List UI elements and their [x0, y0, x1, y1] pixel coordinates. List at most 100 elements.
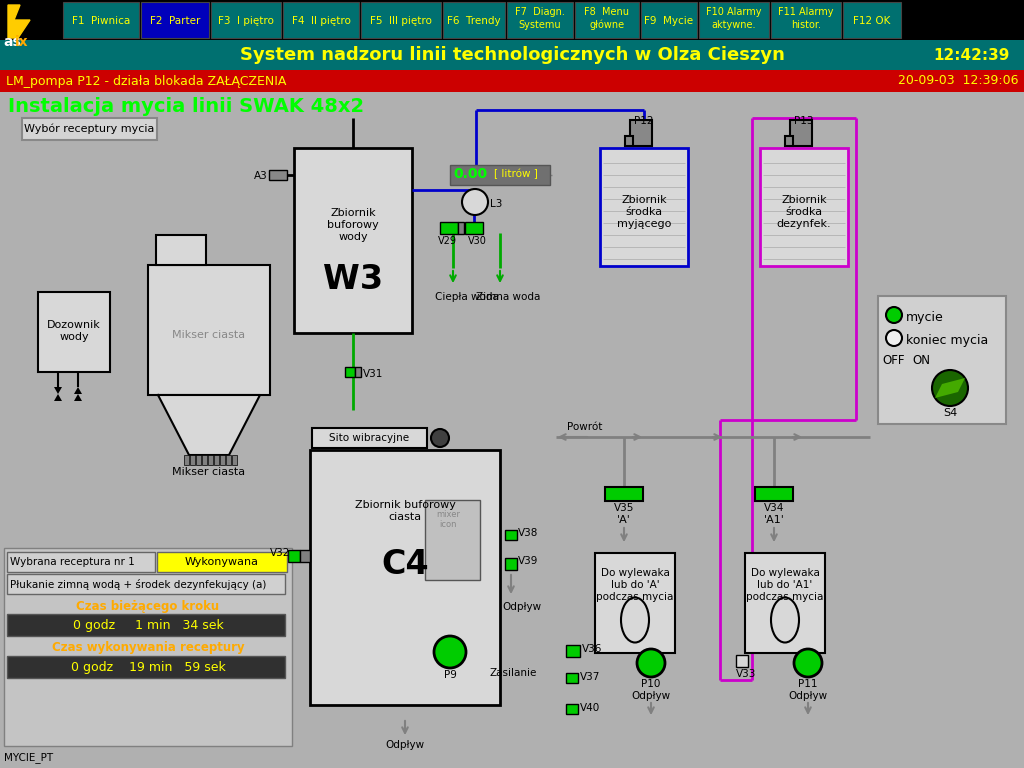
Bar: [294, 148, 412, 333]
Bar: [699, 2, 769, 38]
Text: Wybrana receptura nr 1: Wybrana receptura nr 1: [10, 557, 135, 567]
Text: L3: L3: [490, 199, 503, 209]
Bar: [443, 2, 505, 38]
Text: V31: V31: [362, 369, 383, 379]
Ellipse shape: [621, 598, 649, 643]
Bar: [214, 455, 219, 465]
Polygon shape: [74, 394, 82, 401]
Text: 0 godz    19 min   59 sek: 0 godz 19 min 59 sek: [71, 660, 225, 674]
Text: podczas mycia: podczas mycia: [746, 592, 823, 602]
Text: Zbiornik: Zbiornik: [781, 195, 826, 205]
Bar: [232, 455, 237, 465]
Text: Odpływ: Odpływ: [788, 691, 827, 701]
Text: F12 OK: F12 OK: [853, 16, 891, 26]
Bar: [505, 558, 517, 570]
Text: 20-09-03  12:39:06: 20-09-03 12:39:06: [897, 74, 1018, 88]
Bar: [0, 0, 1024, 40]
Text: as: as: [3, 35, 20, 49]
Bar: [141, 2, 209, 38]
Circle shape: [886, 307, 902, 323]
Text: F2  Parter: F2 Parter: [150, 16, 200, 26]
Bar: [196, 455, 201, 465]
Bar: [630, 120, 652, 146]
Text: F6  Trendy: F6 Trendy: [447, 16, 501, 26]
Bar: [355, 367, 361, 377]
Bar: [458, 222, 464, 234]
Bar: [771, 2, 841, 38]
Bar: [0, 70, 1024, 92]
Text: Mikser ciasta: Mikser ciasta: [172, 467, 246, 477]
Text: 'A': 'A': [617, 515, 631, 525]
Bar: [625, 136, 633, 146]
Text: Zbiornik: Zbiornik: [330, 208, 376, 218]
Text: Instalacja mycia linii SWAK 48x2: Instalacja mycia linii SWAK 48x2: [8, 97, 365, 116]
Text: V36: V36: [582, 644, 602, 654]
Text: P10: P10: [641, 679, 660, 689]
Text: mycie: mycie: [906, 311, 944, 324]
Bar: [300, 550, 310, 562]
Text: dezynfek.: dezynfek.: [776, 219, 831, 229]
Bar: [190, 455, 195, 465]
Text: F3  I piętro: F3 I piętro: [218, 16, 274, 26]
Text: MYCIE_PT: MYCIE_PT: [4, 752, 53, 763]
Bar: [288, 550, 300, 562]
Text: Systemu: Systemu: [519, 20, 561, 30]
Text: V39: V39: [518, 556, 539, 566]
Text: P11: P11: [799, 679, 818, 689]
Text: lub do 'A': lub do 'A': [610, 580, 659, 590]
Text: buforowy: buforowy: [327, 220, 379, 230]
Text: V34: V34: [764, 503, 784, 513]
Text: aktywne.: aktywne.: [712, 20, 757, 30]
Text: Dozownik: Dozownik: [47, 320, 101, 330]
Text: 0.00: 0.00: [453, 167, 487, 181]
Text: Czas bieżącego kroku: Czas bieżącego kroku: [77, 600, 219, 613]
Polygon shape: [54, 387, 62, 394]
Bar: [0, 40, 1024, 70]
Text: 0 godz     1 min   34 sek: 0 godz 1 min 34 sek: [73, 618, 223, 631]
Bar: [785, 136, 793, 146]
Text: [ litrów ]: [ litrów ]: [494, 169, 538, 180]
Bar: [605, 487, 643, 501]
Text: V35: V35: [613, 503, 634, 513]
Bar: [202, 455, 207, 465]
Polygon shape: [8, 5, 30, 38]
Bar: [0, 92, 1024, 768]
Bar: [345, 367, 355, 377]
Polygon shape: [158, 395, 260, 455]
Text: Powrót: Powrót: [567, 422, 602, 432]
Bar: [63, 2, 139, 38]
Text: F4  II piętro: F4 II piętro: [292, 16, 350, 26]
Bar: [157, 552, 287, 572]
Circle shape: [886, 330, 902, 346]
Text: Odpływ: Odpływ: [502, 602, 541, 612]
Text: Sito wibracyjne: Sito wibracyjne: [329, 433, 409, 443]
Text: Płukanie zimną wodą + środek dezynfekujący (a): Płukanie zimną wodą + środek dezynfekują…: [10, 578, 266, 590]
Text: S4: S4: [943, 408, 957, 418]
Text: ix: ix: [15, 35, 29, 49]
Text: V29: V29: [438, 236, 457, 246]
Bar: [507, 2, 573, 38]
Bar: [745, 553, 825, 653]
Text: P13: P13: [795, 116, 814, 126]
Text: myjącego: myjącego: [616, 219, 671, 229]
Bar: [843, 2, 901, 38]
Circle shape: [932, 370, 968, 406]
Bar: [755, 487, 793, 501]
Text: P9: P9: [443, 670, 457, 680]
Text: P12: P12: [634, 116, 653, 126]
Text: lub do 'A1': lub do 'A1': [758, 580, 813, 590]
Bar: [156, 235, 206, 265]
Text: LM_pompa P12 - działa blokada ZAŁĄCZENIA: LM_pompa P12 - działa blokada ZAŁĄCZENIA: [6, 74, 287, 88]
Bar: [760, 148, 848, 266]
Text: główne: główne: [590, 20, 625, 30]
Bar: [208, 455, 213, 465]
Text: F10 Alarmy: F10 Alarmy: [707, 7, 762, 17]
Bar: [7, 614, 285, 636]
Circle shape: [794, 649, 822, 677]
Text: F7  Diagn.: F7 Diagn.: [515, 7, 565, 17]
Text: V32: V32: [270, 548, 291, 558]
Text: F11 Alarmy: F11 Alarmy: [778, 7, 834, 17]
Text: F9  Mycie: F9 Mycie: [644, 16, 693, 26]
Text: wody: wody: [59, 332, 89, 342]
Text: F5  III piętro: F5 III piętro: [370, 16, 432, 26]
